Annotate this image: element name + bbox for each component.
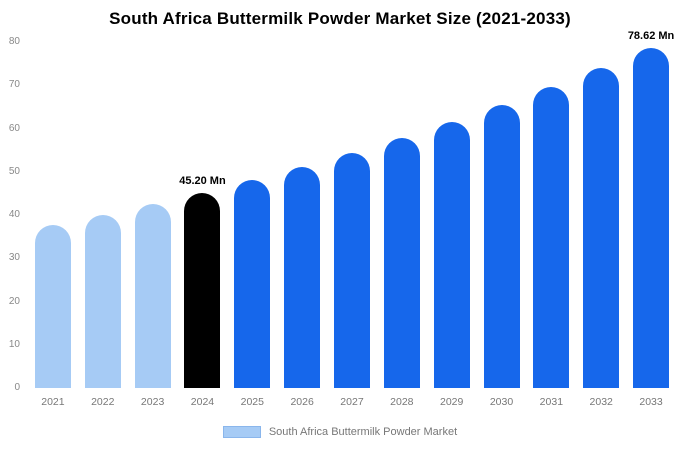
x-tick-label: 2033 [639,396,663,408]
bar-2024 [184,192,221,388]
bar-slot-2024: 2024 45.20 Mn [178,42,228,408]
x-tick-label: 2028 [390,396,414,408]
bar-2031 [533,87,570,388]
x-tick-label: 2025 [240,396,264,408]
bar-slot-2021: 2021 [28,42,78,408]
data-label-2033: 78.62 Mn [627,29,675,42]
bar-2022 [84,215,121,388]
x-tick-label: 2021 [41,396,65,408]
y-tick-label: 70 [8,79,20,91]
y-tick-label: 40 [8,209,20,220]
y-tick-label: 80 [8,36,20,47]
x-tick-label: 2030 [489,396,514,408]
bar-2033 [633,47,670,388]
legend-label: South Africa Buttermilk Powder Market [268,426,458,438]
bar-slot-2027: 2027 [327,42,377,408]
x-tick-label: 2027 [340,396,364,408]
bar-slot-2033: 2033 78.62 Mn [626,30,676,408]
chart-title: South Africa Buttermilk Powder Market Si… [109,9,571,28]
bar-slot-2028: 2028 [377,42,427,408]
bar-2032 [583,68,620,388]
bar-slot-2025: 2025 [227,42,277,408]
bar-2025 [234,179,271,388]
bar-2027 [333,152,370,388]
x-tick-label: 2026 [290,396,314,408]
bar-slot-2026: 2026 [277,42,327,408]
bar-slot-2030: 2030 [477,42,527,408]
bar-slot-2031: 2031 [526,42,576,408]
y-axis: 0 10 20 30 40 50 60 70 80 [0,37,24,393]
bar-2029 [433,122,470,388]
data-label-2024: 45.20 Mn [179,174,226,187]
bar-2030 [483,105,520,388]
y-tick-label: 60 [8,122,20,134]
y-tick-label: 30 [8,252,20,264]
legend: South Africa Buttermilk Powder Market [0,426,680,438]
bar-2028 [383,138,420,388]
bar-slot-2029: 2029 [427,42,477,408]
bar-2023 [134,204,171,388]
y-tick-label: 0 [14,382,20,393]
bar-2021 [34,225,71,388]
bar-slot-2023: 2023 [128,42,178,408]
bar-slot-2022: 2022 [78,42,128,408]
x-tick-label: 2022 [91,396,115,408]
y-tick-label: 10 [8,338,20,350]
x-tick-label: 2029 [439,396,464,408]
x-tick-label: 2032 [589,396,613,408]
x-tick-label: 2023 [140,396,165,408]
bar-2026 [284,167,321,388]
y-tick-label: 20 [8,295,20,307]
plot-area: 2021 2022 2023 2024 45.20 Mn 2025 2026 2027 2028… [28,30,676,408]
x-tick-label: 2024 [190,396,215,408]
y-tick-label: 50 [8,165,20,177]
legend-swatch [222,426,261,438]
bar-slot-2032: 2032 [576,42,626,408]
x-tick-label: 2031 [539,396,564,408]
